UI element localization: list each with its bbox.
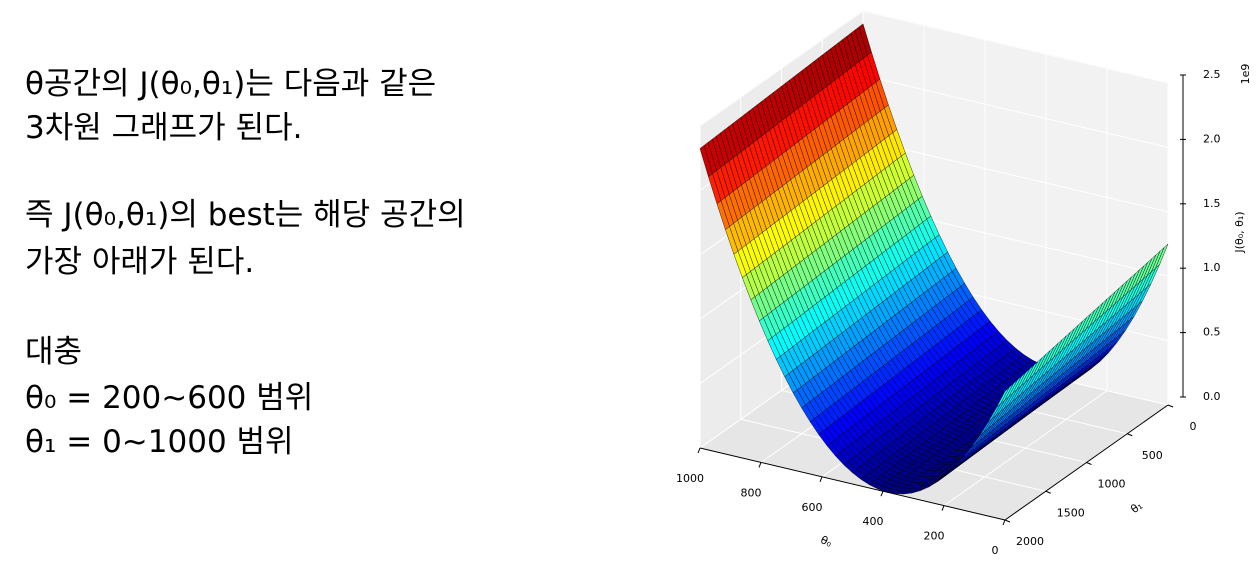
z-tick-label: 1.5 (1203, 197, 1221, 210)
x-tick (819, 476, 823, 482)
text-line: 즉 J(θ₀,θ₁)의 best는 해당 공간의 (25, 197, 466, 233)
text-line: 3차원 그래프가 된다. (25, 110, 303, 146)
y-tick-label: 0 (1190, 420, 1197, 433)
text-line: 가장 아래가 된다. (25, 244, 255, 280)
y-tick (1127, 433, 1133, 437)
y-tick (1004, 519, 1011, 523)
z-tick-label: 0.0 (1203, 390, 1221, 403)
x-tick-label: 1000 (676, 472, 704, 485)
z-tick-label: 2.5 (1203, 68, 1221, 81)
y-tick-label: 1000 (1098, 478, 1126, 491)
x-tick (697, 447, 701, 454)
x-tick (1002, 519, 1006, 526)
z-axis-label: J(θ₀, θ₁) (1233, 211, 1246, 253)
y-tick (1086, 462, 1092, 465)
x-tick-label: 0 (992, 544, 999, 557)
y-tick-label: 500 (1142, 449, 1163, 462)
text-line: θ공간의 J(θ₀,θ₁)는 다음과 같은 (25, 66, 437, 102)
y-tick-label: 1500 (1057, 506, 1085, 519)
x-tick (758, 462, 762, 468)
y-tick-label: 2000 (1016, 535, 1044, 548)
x-tick-label: 600 (802, 501, 823, 514)
x-tick-label: 800 (741, 486, 762, 499)
y-tick (1045, 490, 1051, 494)
surface-facet (996, 387, 1010, 408)
x-tick (880, 491, 884, 497)
x-tick (941, 505, 945, 511)
z-offset-label: 1e9 (1239, 64, 1252, 85)
z-tick-label: 1.0 (1203, 261, 1221, 274)
x-tick-label: 400 (863, 515, 884, 528)
text-line: θ₀ = 200~600 범위 (25, 380, 314, 416)
y-tick (1167, 404, 1174, 408)
x-axis-label: θ₀ (818, 533, 834, 550)
z-tick-label: 0.5 (1203, 326, 1221, 339)
x-axis (699, 447, 1006, 521)
z-tick-label: 2.0 (1203, 132, 1221, 145)
text-line: 대충 (25, 334, 83, 370)
text-line: θ₁ = 0~1000 범위 (25, 424, 294, 460)
x-tick-label: 200 (924, 530, 945, 543)
y-axis-label: θ₁ (1128, 499, 1145, 516)
